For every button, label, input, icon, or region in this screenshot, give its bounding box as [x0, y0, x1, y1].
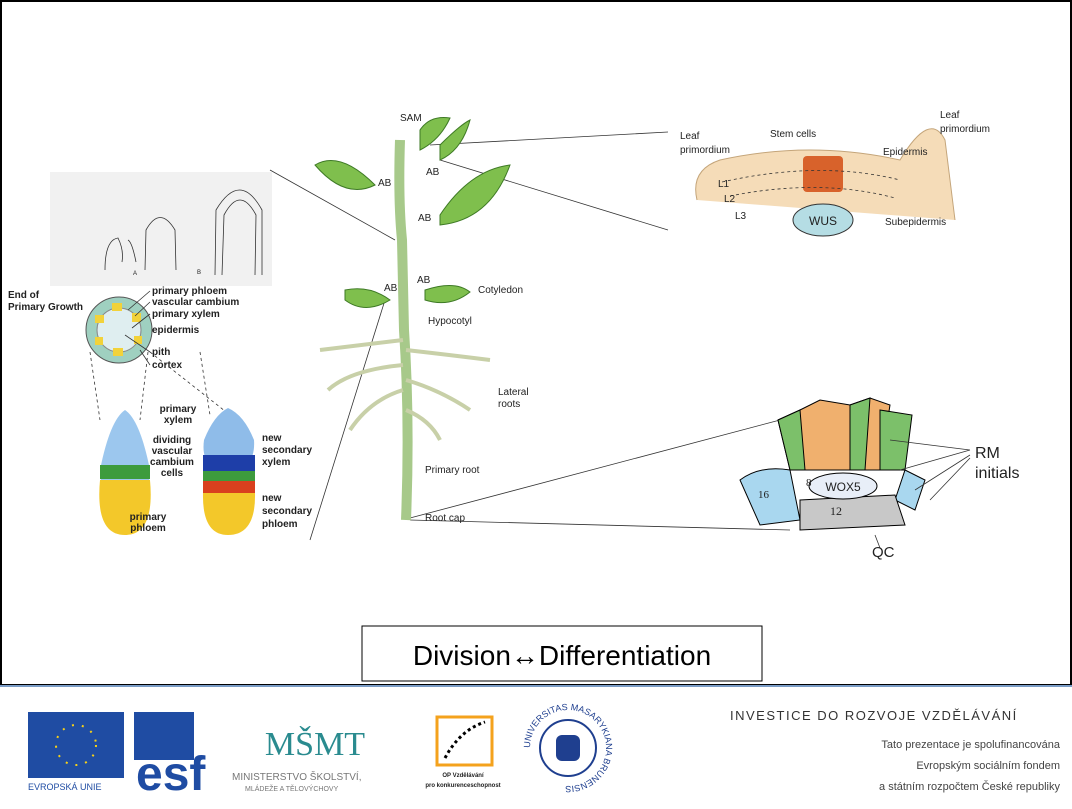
label: Subepidermis [885, 217, 946, 228]
shape [203, 455, 255, 471]
label: Stem cells [770, 129, 816, 140]
label: vascular [152, 446, 193, 457]
label: AB [384, 283, 398, 294]
label: EVROPSKÁ UNIE [28, 782, 102, 792]
label: MINISTERSTVO ŠKOLSTVÍ, [232, 770, 361, 783]
label: pro konkurenceschopnost [425, 783, 500, 789]
label: new [262, 433, 282, 444]
label: End of [8, 290, 40, 301]
label: Primary Growth [8, 302, 83, 313]
label: L3 [735, 211, 747, 222]
label: Leaf [940, 110, 960, 121]
label: QC [872, 544, 895, 561]
shape [95, 337, 103, 345]
label: a státním rozpočtem České republiky [879, 780, 1060, 793]
label: 8 [806, 477, 812, 489]
label: Root cap [425, 513, 465, 524]
label: Leaf [680, 131, 700, 142]
slide: A B End of Primary Growth primary phloem… [0, 0, 1072, 809]
label: xylem [164, 415, 192, 426]
label: 16 [758, 489, 770, 501]
label: vascular cambium [152, 297, 239, 308]
label: Epidermis [883, 147, 927, 158]
label: phloem [262, 519, 298, 530]
label: AB [378, 178, 392, 189]
label: L2 [724, 194, 736, 205]
label: esf [136, 748, 206, 801]
shape [203, 481, 255, 493]
label: MŠMT [265, 725, 365, 763]
label: cells [161, 468, 184, 479]
label: primary [130, 512, 167, 523]
shape [803, 156, 843, 192]
label: AB [417, 275, 431, 286]
label: phloem [130, 523, 166, 534]
label: pith [152, 347, 170, 358]
shape [134, 336, 142, 344]
label: AB [426, 167, 440, 178]
label: Division↔Differentiation [413, 640, 711, 671]
label: AB [418, 213, 432, 224]
label: roots [498, 399, 520, 410]
label: RM [975, 445, 1000, 462]
label: primary [160, 404, 197, 415]
shape [556, 735, 580, 761]
label: Evropským sociálním fondem [916, 760, 1060, 772]
label: 12 [830, 504, 842, 518]
label: Tato prezentace je spolufinancována [881, 739, 1060, 751]
label: MLÁDEŽE A TĚLOVÝCHOVY [245, 784, 339, 793]
label: primary xylem [152, 309, 220, 320]
shape [100, 465, 150, 479]
shape [445, 722, 485, 758]
label: cambium [150, 457, 194, 468]
shape [203, 471, 255, 481]
shape [112, 303, 122, 311]
label: initials [975, 465, 1019, 482]
label: xylem [262, 457, 290, 468]
label: A [133, 271, 137, 277]
shape [1, 1, 1071, 685]
label: primary phloem [152, 286, 227, 297]
shape [28, 712, 124, 778]
label: secondary [262, 506, 312, 517]
label: new [262, 493, 282, 504]
label: Primary root [425, 465, 480, 476]
shape [113, 348, 123, 356]
label: epidermis [152, 325, 200, 336]
label: OP Vzdělávání [442, 773, 484, 779]
label: Hypocotyl [428, 316, 472, 327]
label: Cotyledon [478, 285, 523, 296]
label: primordium [940, 124, 990, 135]
label: secondary [262, 445, 312, 456]
label: dividing [153, 435, 191, 446]
page: A B End of Primary Growth primary phloem… [0, 0, 1072, 809]
label: Lateral [498, 387, 529, 398]
shape [95, 315, 104, 323]
label: B [197, 270, 201, 276]
shape [50, 172, 272, 286]
label: SAM [400, 113, 422, 124]
label: cortex [152, 360, 182, 371]
shape [800, 495, 905, 530]
label: WUS [809, 214, 837, 228]
label: WOX5 [825, 480, 861, 494]
label: INVESTICE DO ROZVOJE VZDĚLÁVÁNÍ [730, 708, 1018, 723]
label: primordium [680, 145, 730, 156]
label: L1 [718, 179, 730, 190]
